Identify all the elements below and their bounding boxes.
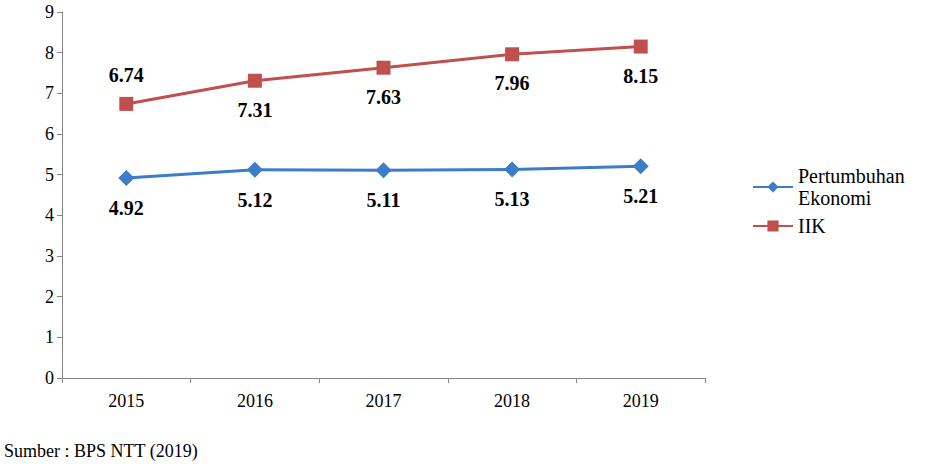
svg-text:2017: 2017 [366,391,402,411]
svg-text:7.96: 7.96 [495,72,530,94]
svg-text:9: 9 [45,2,54,22]
svg-text:5: 5 [45,165,54,185]
svg-text:Sumber : BPS NTT (2019): Sumber : BPS NTT (2019) [4,441,198,462]
svg-text:5.13: 5.13 [495,188,530,210]
svg-text:Ekonomi: Ekonomi [798,187,872,209]
svg-text:4.92: 4.92 [109,197,144,219]
svg-text:6: 6 [45,124,54,144]
svg-text:7: 7 [45,83,54,103]
svg-text:2015: 2015 [108,391,144,411]
svg-text:4: 4 [45,205,54,225]
svg-text:8.15: 8.15 [623,65,658,87]
svg-text:0: 0 [45,368,54,388]
svg-text:7.63: 7.63 [366,86,401,108]
svg-text:7.31: 7.31 [237,99,272,121]
svg-text:6.74: 6.74 [109,64,144,86]
svg-text:8: 8 [45,43,54,63]
svg-text:Pertumbuhan: Pertumbuhan [798,165,910,187]
svg-text:5.21: 5.21 [623,185,658,207]
svg-text:2016: 2016 [237,391,273,411]
svg-text:IIK: IIK [798,215,826,237]
svg-text:2: 2 [45,287,54,307]
svg-text:2018: 2018 [494,391,530,411]
svg-text:5.11: 5.11 [367,189,401,211]
svg-text:2019: 2019 [623,391,659,411]
svg-text:1: 1 [45,327,54,347]
svg-text:5.12: 5.12 [237,189,272,211]
svg-text:3: 3 [45,246,54,266]
